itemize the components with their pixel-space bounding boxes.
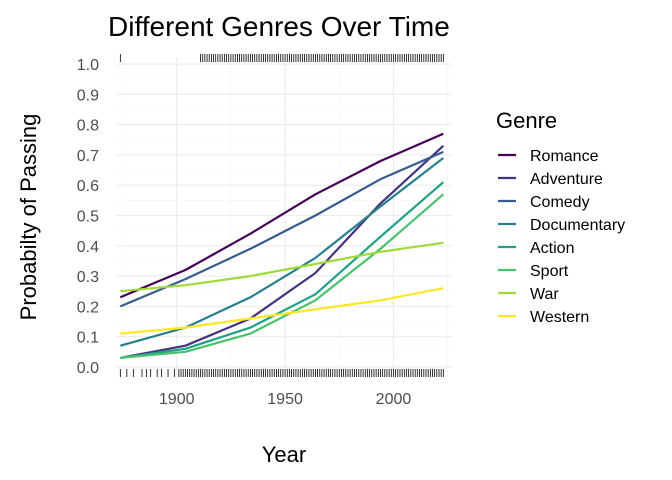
x-axis-title: Year — [262, 442, 306, 467]
series-line-romance — [119, 132, 444, 299]
legend-items: Romance Adventure Comedy Documentary Action S… — [498, 148, 625, 326]
legend-item-adventure: Adventure — [498, 171, 603, 188]
legend-item-documentary: Documentary — [498, 217, 625, 234]
y-tick-labels: 0.0 0.1 0.2 0.3 0.4 0.5 0.6 0.7 0.8 0.9 1.0 — [77, 57, 99, 377]
legend-label: Romance — [530, 148, 599, 165]
x-tick-label: 1950 — [267, 391, 303, 408]
series-line-documentary — [120, 157, 444, 347]
legend-item-sport: Sport — [498, 263, 569, 280]
y-tick-label: 0.8 — [77, 118, 99, 135]
legend-item-comedy: Comedy — [498, 194, 590, 211]
series-line-western — [120, 287, 444, 335]
chart-title: Different Genres Over Time — [108, 11, 450, 42]
y-tick-label: 0.4 — [77, 239, 99, 256]
y-tick-label: 1.0 — [77, 57, 99, 74]
series-line-sport — [120, 193, 445, 359]
legend-item-romance: Romance — [498, 148, 599, 165]
series-lines — [119, 132, 445, 359]
series-line-action — [120, 181, 445, 359]
x-tick-labels: 1900 1950 2000 — [159, 391, 411, 408]
rug-marks — [119, 54, 444, 377]
grid — [116, 58, 452, 373]
y-tick-label: 0.1 — [77, 330, 99, 347]
series-line-comedy — [119, 150, 444, 308]
y-axis-title: Probabilty of Passing — [16, 114, 41, 321]
y-tick-label: 0.9 — [77, 87, 99, 104]
legend-label: Sport — [530, 263, 569, 280]
legend-label: Action — [530, 240, 574, 257]
series-line-adventure — [120, 144, 445, 359]
y-tick-label: 0.2 — [77, 299, 99, 316]
legend-item-action: Action — [498, 240, 574, 257]
y-tick-label: 0.0 — [77, 360, 99, 377]
legend-label: War — [530, 286, 559, 303]
series-line-war — [120, 241, 444, 293]
y-tick-label: 0.3 — [77, 269, 99, 286]
x-tick-label: 1900 — [159, 391, 195, 408]
x-tick-label: 2000 — [376, 391, 412, 408]
legend-label: Adventure — [530, 171, 603, 188]
y-tick-label: 0.7 — [77, 148, 99, 165]
legend-label: Comedy — [530, 194, 590, 211]
legend-item-war: War — [498, 286, 559, 303]
y-tick-label: 0.5 — [77, 209, 99, 226]
legend-title: Genre — [496, 108, 557, 133]
legend: Genre Romance Adventure Comedy Documentary A… — [496, 108, 625, 326]
y-tick-label: 0.6 — [77, 178, 99, 195]
legend-label: Documentary — [530, 217, 625, 234]
legend-label: Western — [530, 309, 589, 326]
legend-item-western: Western — [498, 309, 589, 326]
